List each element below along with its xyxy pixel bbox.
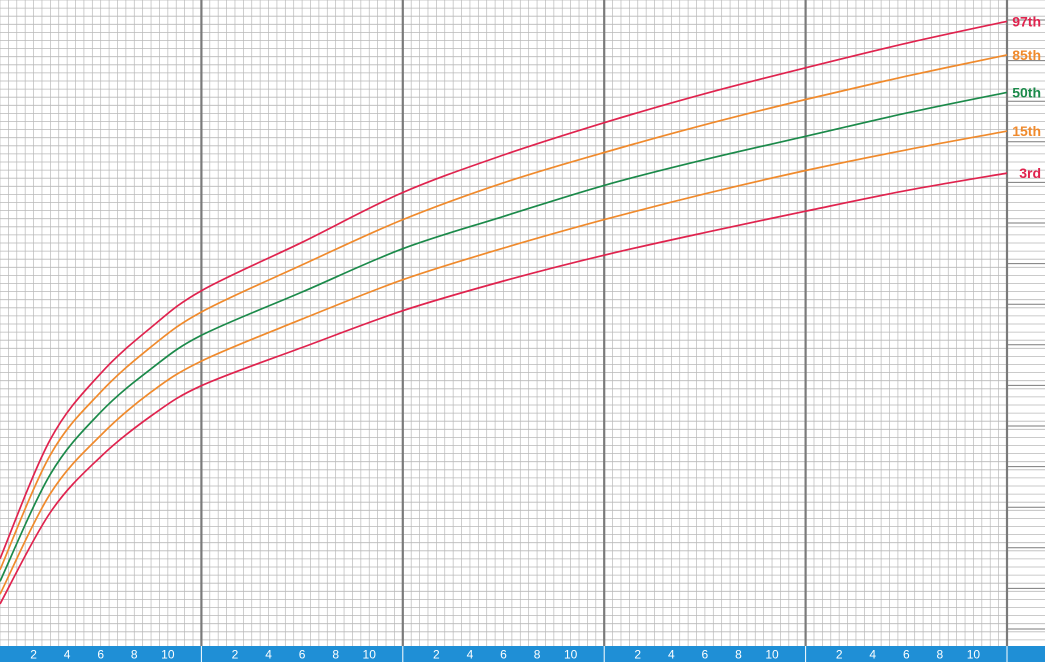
x-tick-label: 6 <box>500 648 507 662</box>
percentile-label-97th: 97th <box>1012 13 1041 29</box>
x-tick-label: 2 <box>634 648 641 662</box>
percentile-labels: 97th 85th 50th 15th 3rd <box>1012 13 1041 181</box>
x-tick-label: 8 <box>131 648 138 662</box>
x-tick-label: 4 <box>265 648 272 662</box>
minor-grid <box>0 0 1045 646</box>
x-tick-label: 4 <box>64 648 71 662</box>
x-tick-label: 4 <box>869 648 876 662</box>
percentile-label-85th: 85th <box>1012 47 1041 63</box>
x-tick-label: 6 <box>299 648 306 662</box>
series-line-97th <box>0 20 1008 560</box>
percentile-curves <box>0 20 1008 605</box>
x-tick-label: 8 <box>534 648 541 662</box>
x-tick-label: 6 <box>97 648 104 662</box>
axis-band <box>0 646 1045 662</box>
x-tick-label: 10 <box>967 648 981 662</box>
series-line-15th <box>0 130 1008 595</box>
series-line-85th <box>0 54 1008 571</box>
x-tick-label: 8 <box>937 648 944 662</box>
series-line-3rd <box>0 172 1008 605</box>
series-line-50th <box>0 91 1008 582</box>
x-tick-label: 10 <box>363 648 377 662</box>
x-tick-label: 2 <box>433 648 440 662</box>
x-tick-label: 4 <box>668 648 675 662</box>
percentile-label-15th: 15th <box>1012 123 1041 139</box>
x-tick-label: 8 <box>735 648 742 662</box>
x-tick-label: 2 <box>836 648 843 662</box>
x-axis-band: 2 4 6 8 10 2 4 6 8 10 2 4 6 8 10 2 4 6 8 10 2 4 6 8 10 <box>0 646 1045 662</box>
percentile-label-3rd: 3rd <box>1019 165 1041 181</box>
x-tick-label: 8 <box>332 648 339 662</box>
x-tick-label: 10 <box>564 648 578 662</box>
x-tick-label: 4 <box>467 648 474 662</box>
x-tick-label: 10 <box>161 648 175 662</box>
x-tick-label: 6 <box>903 648 910 662</box>
x-tick-label: 2 <box>232 648 239 662</box>
x-tick-label: 10 <box>765 648 779 662</box>
x-tick-label: 2 <box>30 648 37 662</box>
x-tick-label: 6 <box>702 648 709 662</box>
percentile-label-50th: 50th <box>1012 84 1041 100</box>
major-grid <box>200 0 1045 646</box>
